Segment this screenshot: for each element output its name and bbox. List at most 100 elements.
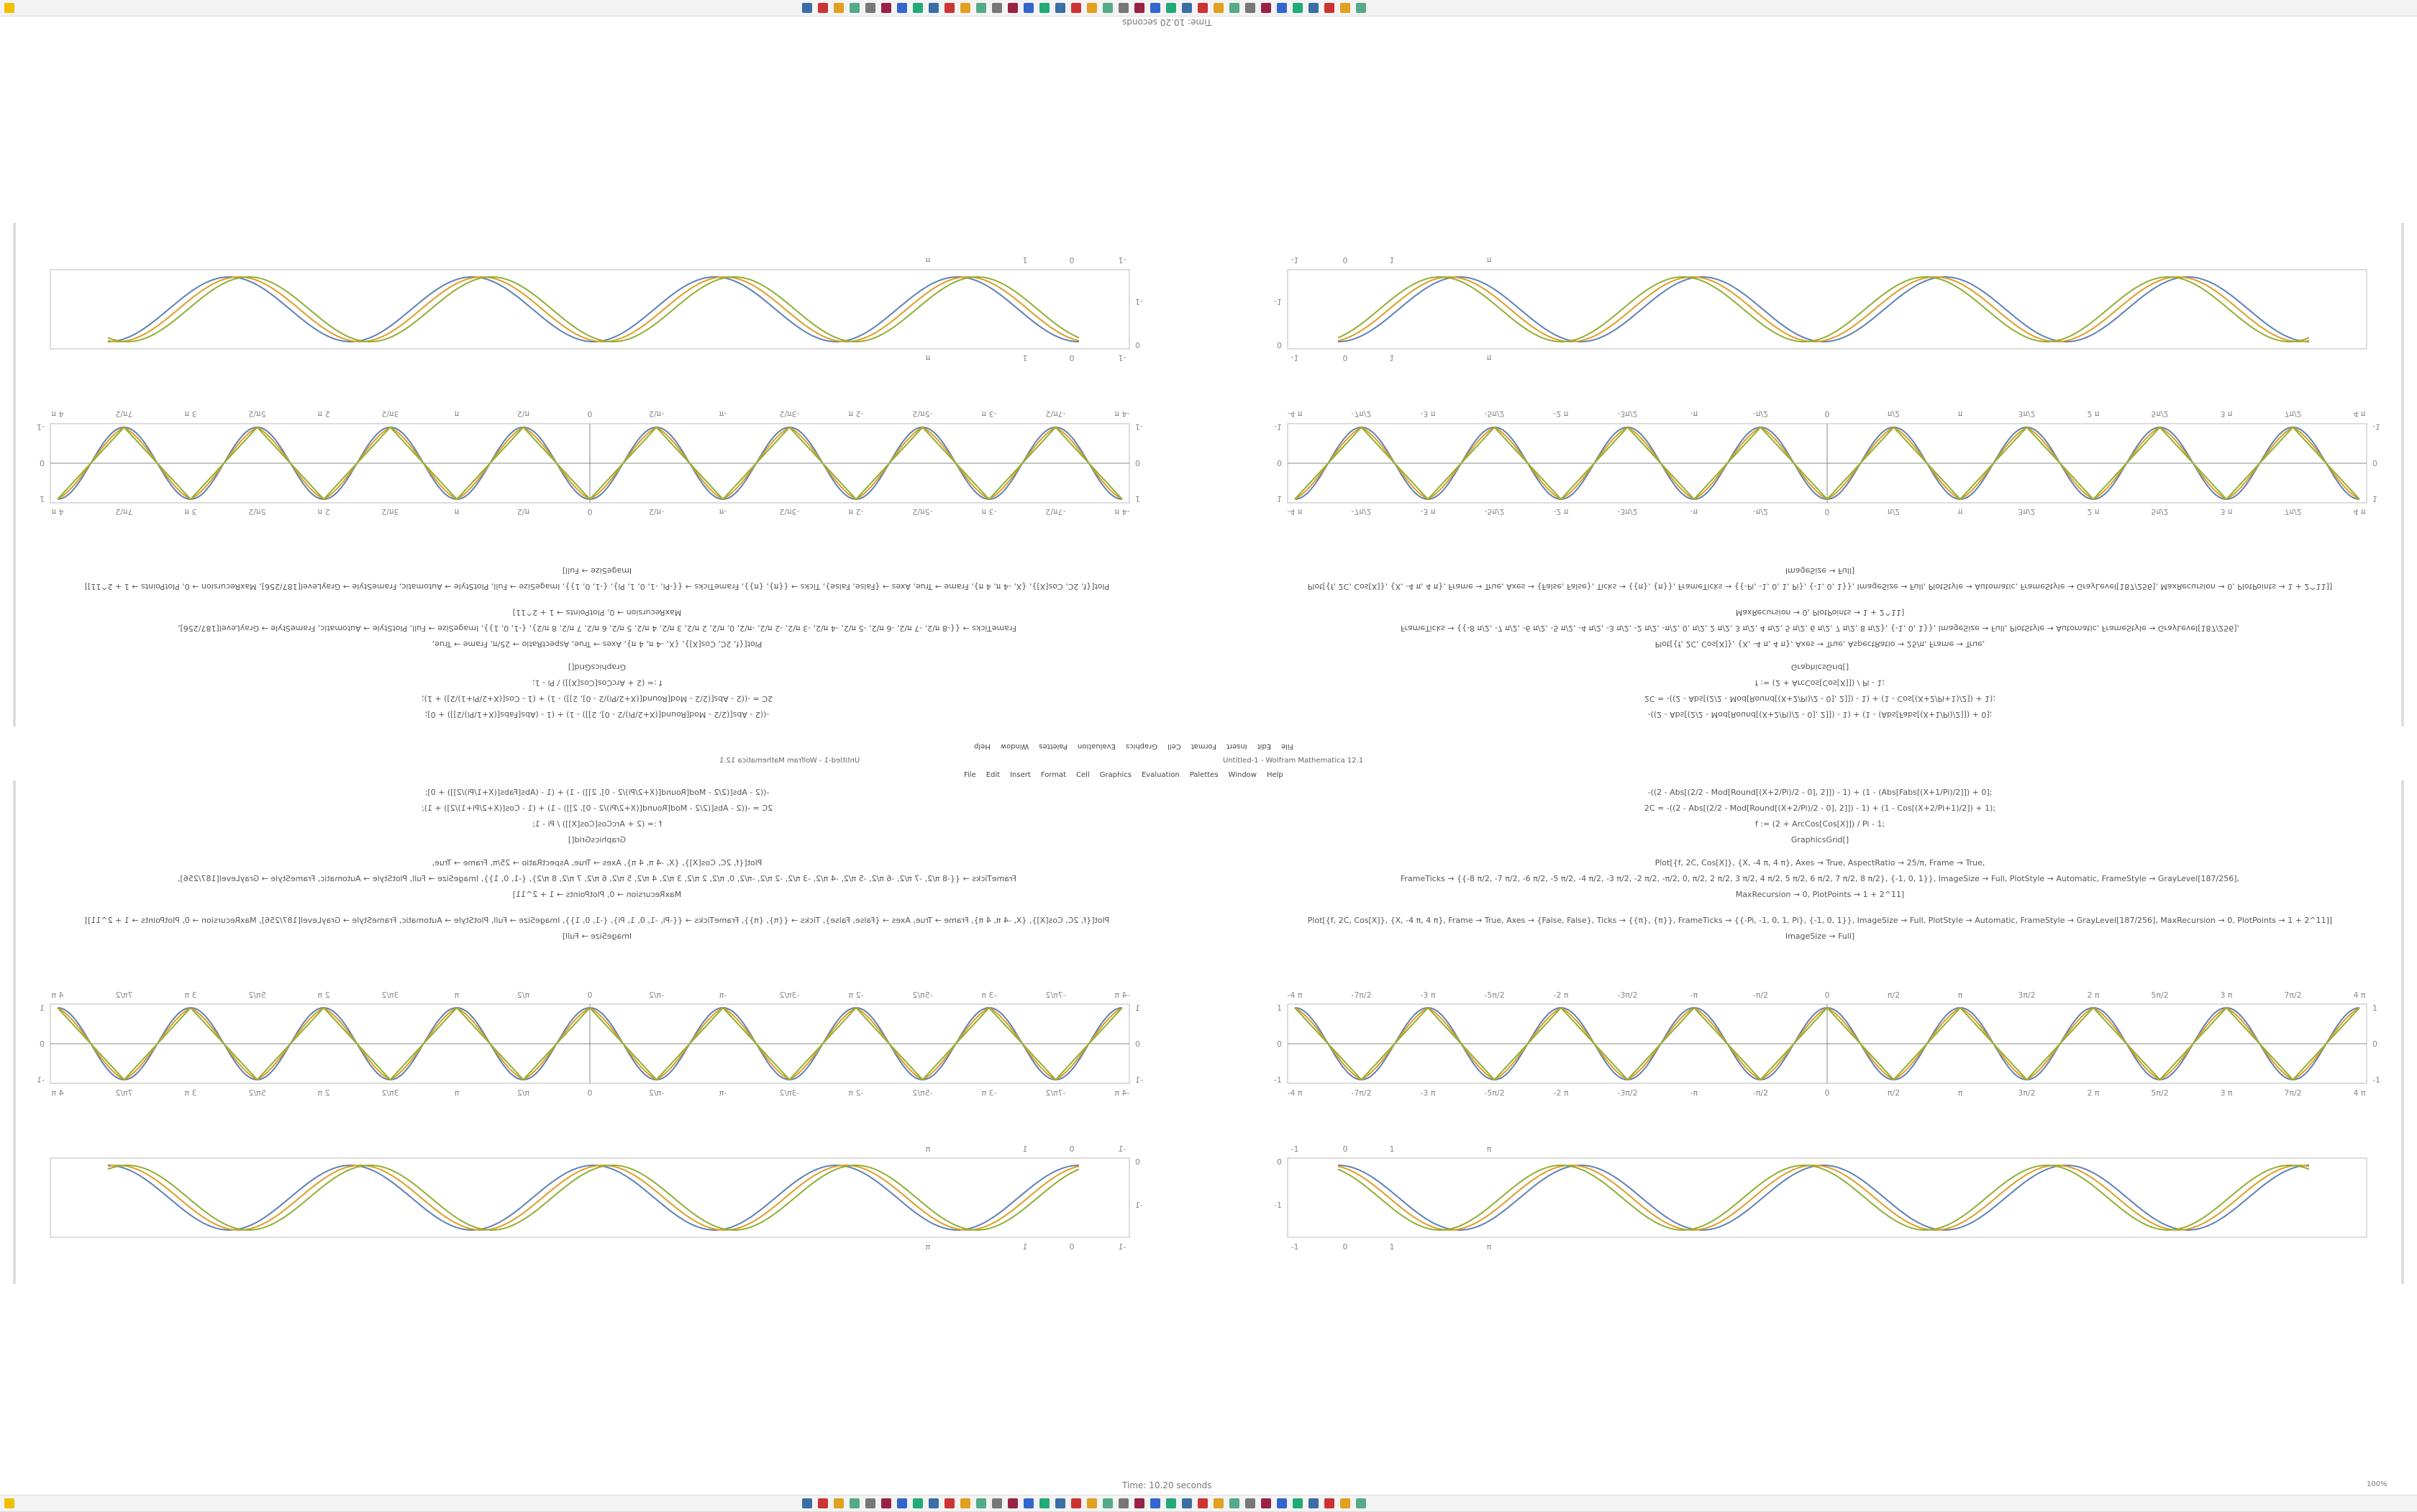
x-tick-label: 2 π bbox=[317, 409, 329, 419]
menu-item[interactable]: Evaluation bbox=[1078, 742, 1116, 750]
curve bbox=[1338, 1165, 2309, 1231]
x-tick-label: 2 π bbox=[317, 1088, 329, 1098]
status-time: Time: 10.20 seconds bbox=[1122, 1480, 1212, 1490]
x-tick-label: π bbox=[1958, 1088, 1963, 1098]
curve bbox=[107, 1165, 1080, 1231]
menu-item[interactable]: Edit bbox=[986, 771, 1001, 779]
taskbar-icon bbox=[913, 3, 923, 13]
menu-item[interactable]: Palettes bbox=[1039, 742, 1068, 750]
x-tick-label: -3 π bbox=[981, 990, 996, 1000]
menu-item[interactable]: Cell bbox=[1167, 742, 1181, 750]
menu-item[interactable]: Help bbox=[1266, 771, 1283, 779]
x-tick-label: -7π/2 bbox=[1351, 990, 1371, 1000]
x-tick-label: 1 bbox=[1390, 255, 1395, 265]
taskbar-icon bbox=[818, 3, 828, 13]
y-tick-label: 0 bbox=[40, 1039, 45, 1049]
taskbar-icon bbox=[976, 1498, 986, 1508]
x-tick-label: -2 π bbox=[1553, 990, 1568, 1000]
x-tick-label: 0 bbox=[1825, 409, 1830, 419]
y-tick-label: 1 bbox=[1135, 494, 1140, 504]
taskbar-icon bbox=[1214, 1498, 1224, 1508]
x-tick-label: -5π/2 bbox=[1484, 507, 1504, 516]
taskbar-icon bbox=[1308, 3, 1319, 13]
x-tick-label: 7π/2 bbox=[115, 409, 132, 419]
x-tick-label: 0 bbox=[1825, 1088, 1830, 1098]
x-tick-label: π/2 bbox=[1888, 1088, 1900, 1098]
code-line: FrameTicks → {{-8 π/2, -7 π/2, -6 π/2, -… bbox=[1400, 874, 2240, 883]
plots: -4 π -4 π -7π/2 -7π/2 -3 π -3 π -5π/2 -5π/2 -2 π… bbox=[1274, 780, 2404, 1284]
menu-item[interactable]: Graphics bbox=[1125, 742, 1158, 750]
x-tick-label: 7π/2 bbox=[115, 507, 132, 516]
taskbar-icon bbox=[881, 3, 891, 13]
menu-item[interactable]: File bbox=[1281, 742, 1293, 750]
menu-item[interactable]: Graphics bbox=[1099, 771, 1132, 779]
curve bbox=[1338, 276, 2309, 342]
x-tick-label: -π bbox=[719, 1088, 727, 1098]
taskbar-icon bbox=[1039, 3, 1050, 13]
menu-item[interactable]: File bbox=[964, 771, 976, 779]
menu-item[interactable]: Insert bbox=[1010, 771, 1031, 779]
frame bbox=[50, 269, 1130, 350]
x-tick-label: 5π/2 bbox=[248, 1088, 265, 1098]
start-icon bbox=[4, 3, 14, 13]
taskbar-icon bbox=[1008, 1498, 1018, 1508]
taskbar-icon bbox=[1214, 3, 1224, 13]
x-tick-label: π/2 bbox=[517, 1088, 529, 1098]
curve bbox=[107, 276, 1080, 342]
x-tick-label: -1 bbox=[1291, 353, 1299, 363]
taskbar-icon bbox=[1150, 1498, 1160, 1508]
x-tick-label: -3π/2 bbox=[779, 990, 799, 1000]
curve bbox=[1294, 1006, 2360, 1081]
taskbar-icon bbox=[1103, 3, 1113, 13]
menu-item[interactable]: Format bbox=[1040, 771, 1067, 779]
taskbar-icon bbox=[881, 1498, 891, 1508]
code-line: -((2 - Abs[(2/2 - Mod[Round[(X+2/Pi)/2 -… bbox=[1647, 788, 1993, 797]
x-tick-label: 0 bbox=[1343, 1242, 1348, 1252]
curve bbox=[107, 276, 1080, 342]
frame bbox=[1287, 1157, 2367, 1238]
x-tick-label: -π bbox=[719, 990, 727, 1000]
taskbar-icon bbox=[865, 3, 875, 13]
taskbar-icon bbox=[929, 1498, 939, 1508]
y-tick-label: 0 bbox=[2372, 458, 2377, 468]
taskbar-icon bbox=[1229, 1498, 1239, 1508]
menu-item[interactable]: Cell bbox=[1076, 771, 1090, 779]
menu-item[interactable]: Evaluation bbox=[1141, 771, 1180, 779]
taskbar-icon bbox=[834, 3, 844, 13]
y-tick-label: 1 bbox=[1135, 1003, 1140, 1013]
x-tick-label: 3 π bbox=[2220, 1088, 2232, 1098]
x-tick-label: 1 bbox=[1023, 1144, 1028, 1154]
x-tick-label: -3π/2 bbox=[779, 507, 799, 516]
x-tick-label: -1 bbox=[1291, 1144, 1299, 1154]
menu-item[interactable]: Help bbox=[974, 742, 991, 750]
x-tick-label: -7π/2 bbox=[1045, 507, 1065, 516]
taskbar-icon bbox=[1103, 1498, 1113, 1508]
x-tick-label: -π bbox=[1690, 1088, 1698, 1098]
taskbar-icon bbox=[1340, 1498, 1350, 1508]
y-tick-label: -1 bbox=[1135, 422, 1143, 432]
frame bbox=[1287, 269, 2367, 350]
cell-bracket bbox=[2401, 223, 2404, 727]
x-tick-label: -5π/2 bbox=[912, 990, 932, 1000]
x-tick-label: -π/2 bbox=[1753, 990, 1768, 1000]
cell-bracket bbox=[13, 780, 16, 1284]
menu-item[interactable]: Edit bbox=[1257, 742, 1272, 750]
x-tick-label: -7π/2 bbox=[1045, 990, 1065, 1000]
taskbar-icon bbox=[802, 3, 812, 13]
x-tick-label: 3π/2 bbox=[381, 507, 399, 516]
menu-item[interactable]: Window bbox=[1228, 771, 1257, 779]
menu-item[interactable]: Format bbox=[1191, 742, 1216, 750]
taskbar-icon bbox=[1324, 3, 1334, 13]
curve bbox=[107, 1165, 1080, 1231]
taskbar-icon bbox=[992, 3, 1002, 13]
taskbar-icon bbox=[929, 3, 939, 13]
y-tick-label: 1 bbox=[2372, 1003, 2377, 1013]
x-tick-label: -3 π bbox=[1420, 990, 1435, 1000]
menu-item[interactable]: Palettes bbox=[1189, 771, 1219, 779]
x-tick-label: π bbox=[454, 990, 459, 1000]
x-tick-label: π/2 bbox=[1888, 409, 1900, 419]
menu-item[interactable]: Insert bbox=[1226, 742, 1247, 750]
taskbar-icon bbox=[1055, 1498, 1065, 1508]
menu-item[interactable]: Window bbox=[1000, 742, 1029, 750]
x-tick-label: 0 bbox=[1343, 255, 1348, 265]
